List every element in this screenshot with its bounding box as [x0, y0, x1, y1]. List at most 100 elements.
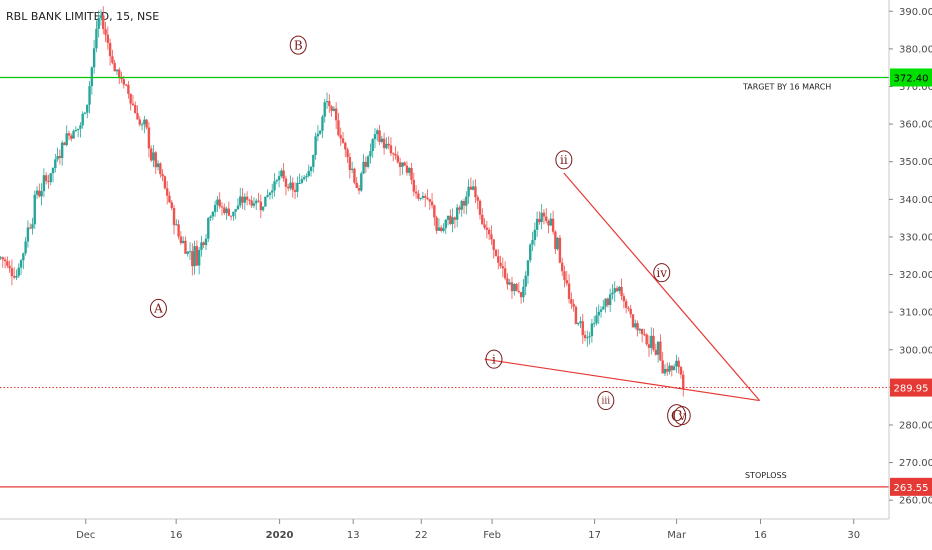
candle-body: [0, 257, 2, 259]
candle-body: [159, 163, 162, 175]
candle-body: [376, 130, 379, 135]
candle-body: [170, 202, 173, 208]
candle-body: [599, 309, 603, 312]
candle-body: [63, 142, 66, 146]
candle-body: [387, 143, 390, 146]
candle-body: [661, 360, 664, 374]
y-tick-label: 320.00: [899, 270, 932, 281]
candle-body: [72, 130, 75, 139]
price-badge-current: [890, 378, 932, 397]
candle-body: [624, 301, 628, 308]
candle-body: [460, 201, 463, 210]
candles-layer: [0, 6, 685, 397]
candle-body: [542, 212, 546, 217]
y-tick-label: 350.00: [899, 157, 932, 168]
candle-body: [38, 190, 41, 197]
price-badges: 372.40 289.95 263.55: [890, 68, 932, 496]
candle-body: [127, 84, 130, 94]
candle-body: [446, 215, 450, 220]
candle-body: [179, 236, 183, 244]
candle-body: [574, 306, 578, 325]
candle-body: [6, 261, 9, 266]
candle-body: [631, 314, 635, 328]
candle-body: [232, 211, 235, 217]
x-tick-label: Feb: [483, 530, 501, 541]
candle-body: [453, 217, 457, 220]
candle-body: [344, 142, 347, 150]
price-badge-stoploss: [890, 477, 932, 496]
candle-body: [209, 216, 212, 218]
candle-body: [410, 167, 413, 180]
candle-body: [255, 200, 258, 204]
candle-body: [467, 186, 470, 197]
candle-body: [577, 323, 580, 325]
triangle-trendline[interactable]: [563, 172, 761, 401]
candle-body: [389, 145, 393, 154]
wave-label-circle: [555, 150, 573, 170]
candle-body: [67, 133, 71, 136]
x-tick-label: Dec: [76, 530, 95, 541]
candle-body: [478, 200, 482, 215]
candle-body: [458, 207, 461, 210]
candle-body: [282, 170, 285, 179]
candle-body: [99, 15, 103, 18]
candle-body: [291, 182, 294, 190]
candle-body: [76, 128, 80, 130]
x-tick-label: 22: [415, 530, 428, 541]
y-tick-label: 270.00: [899, 458, 932, 469]
candle-body: [54, 159, 57, 169]
wave-label: i: [492, 352, 496, 366]
wave-label-circle: [289, 35, 307, 55]
candle-body: [86, 104, 89, 113]
x-axis[interactable]: Dec 16 2020 13 22 Feb 17 Mar 16 30: [76, 519, 860, 541]
candle-body: [497, 256, 500, 263]
candle-body: [487, 229, 491, 235]
candle-body: [519, 292, 523, 298]
candle-body: [360, 173, 363, 191]
candle-body: [663, 368, 667, 374]
candle-body: [334, 108, 338, 121]
candle-body: [33, 194, 36, 225]
candle-body: [134, 105, 137, 114]
y-tick-label: 390.00: [899, 7, 932, 18]
candle-body: [42, 175, 46, 192]
candle-body: [115, 69, 119, 72]
candle-body: [60, 142, 64, 158]
candle-body: [494, 249, 498, 257]
x-tick-label: Mar: [667, 530, 687, 541]
candle-body: [515, 284, 518, 291]
x-tick-label: 16: [754, 530, 767, 541]
candle-body: [177, 224, 180, 237]
candle-body: [161, 174, 164, 177]
candle-body: [350, 168, 354, 170]
candle-body: [266, 195, 269, 197]
candle-body: [634, 323, 637, 328]
y-tick-label: 340.00: [899, 195, 932, 206]
candle-body: [369, 151, 372, 157]
candle-body: [490, 234, 493, 240]
candle-body: [645, 334, 648, 345]
y-tick-label: 380.00: [899, 44, 932, 55]
triangle-trendline[interactable]: [484, 358, 760, 402]
candle-body: [223, 207, 226, 214]
candle-body: [147, 127, 151, 149]
candle-body: [590, 323, 594, 337]
candle-body: [213, 204, 217, 212]
candle-body: [341, 138, 345, 143]
candle-body: [321, 116, 324, 131]
candle-body: [561, 262, 564, 272]
candle-body: [437, 227, 441, 231]
candle-body: [289, 182, 292, 189]
candle-body: [186, 251, 189, 254]
candle-body: [357, 188, 361, 191]
candle-body: [451, 217, 454, 225]
candle-body: [474, 186, 477, 198]
candle-body: [211, 211, 215, 217]
candle-body: [152, 152, 155, 161]
candle-body: [273, 181, 276, 191]
candle-body: [366, 156, 370, 167]
candle-body: [300, 179, 304, 183]
